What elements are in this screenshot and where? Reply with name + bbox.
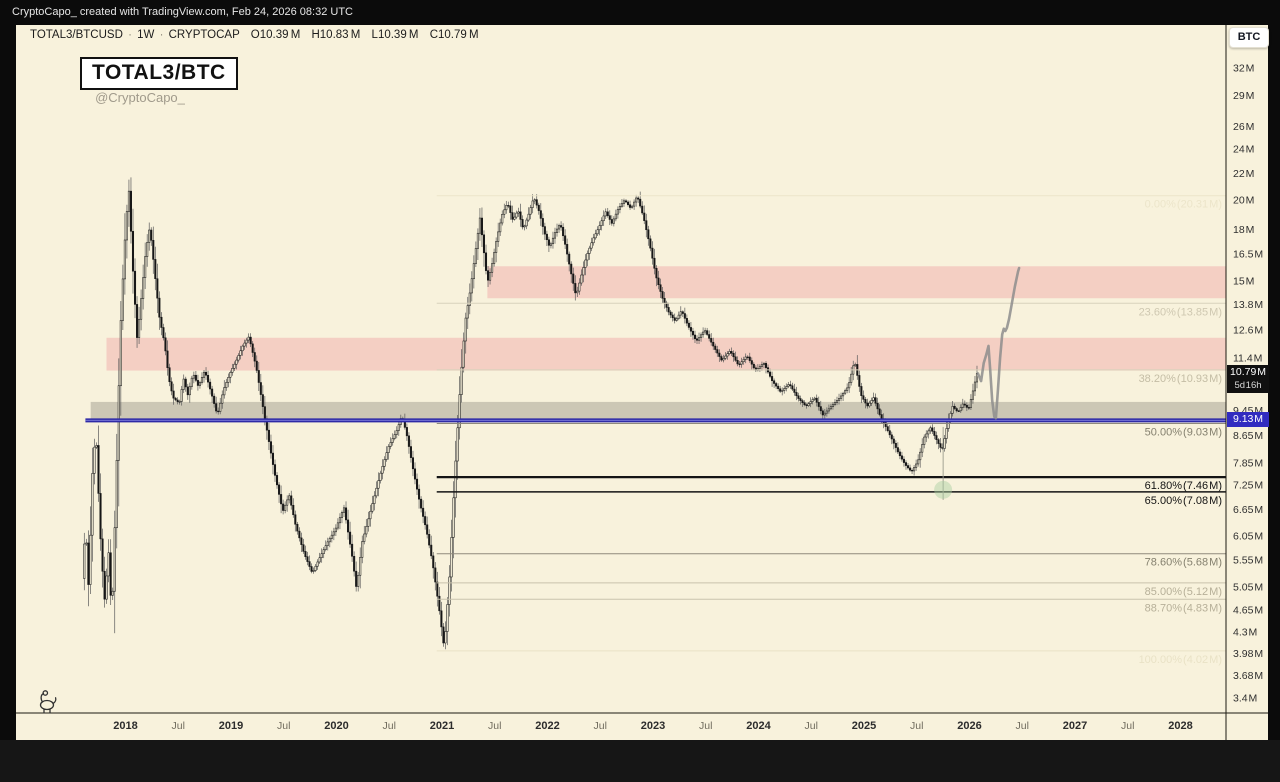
legend-separator: · [159, 29, 164, 41]
price-tick-label: 15 M [1233, 275, 1254, 287]
year-tick-label: 2018 [113, 720, 137, 732]
last-price-label: 10.79 M 5d 16h [1227, 365, 1269, 394]
price-tick-label: 6.65 M [1233, 504, 1263, 516]
jul-tick-label: Jul [805, 720, 818, 732]
price-tick-label: 3.98 M [1233, 648, 1263, 660]
price-tick-label: 4.3 M [1233, 626, 1257, 638]
jul-tick-label: Jul [699, 720, 712, 732]
price-tick-label: 29 M [1233, 90, 1254, 102]
year-tick-label: 2020 [324, 720, 348, 732]
jul-tick-label: Jul [383, 720, 396, 732]
jul-tick-label: Jul [1016, 720, 1029, 732]
jul-tick-label: Jul [172, 720, 185, 732]
price-tick-label: 4.65 M [1233, 604, 1263, 616]
chart-title-annotation: TOTAL3/BTC [80, 57, 238, 90]
price-tick-label: 12.6 M [1233, 324, 1263, 336]
year-tick-label: 2028 [1168, 720, 1192, 732]
price-tick-label: 24 M [1233, 143, 1254, 155]
fib-level-label: 23.60% (13.85 M) [1139, 306, 1222, 318]
ohlc-high: H10.83 M [311, 29, 361, 41]
resistance-zone-mid [106, 337, 1226, 371]
projection-path[interactable] [976, 266, 1021, 420]
resistance-zone-upper [487, 266, 1226, 299]
dino-doodle-icon [39, 690, 57, 714]
support-zone-gray [90, 401, 1226, 421]
fib-level-label: 38.20% (10.93 M) [1139, 373, 1222, 385]
price-tick-label: 7.85 M [1233, 457, 1263, 469]
jul-tick-label: Jul [1121, 720, 1134, 732]
jul-tick-label: Jul [910, 720, 923, 732]
price-tick-label: 32 M [1233, 62, 1254, 74]
year-tick-label: 2022 [535, 720, 559, 732]
chart-panel[interactable]: 0.00% (20.31 M) 23.60% (13.85 M) 38.20% (1… [16, 25, 1268, 740]
ohlc-low: L10.39 M [371, 29, 419, 41]
year-tick-label: 2019 [219, 720, 243, 732]
symbol-name[interactable]: TOTAL3/BTCUSD [30, 29, 123, 41]
price-tick-label: 22 M [1233, 168, 1254, 180]
fib-level-label: 0.00% (20.31 M) [1145, 199, 1222, 211]
exchange-label: CRYPTOCAP [168, 29, 240, 41]
symbol-legend[interactable]: TOTAL3/BTCUSD · 1W · CRYPTOCAP O10.39 M … [30, 29, 479, 41]
price-tick-label: 18 M [1233, 224, 1254, 236]
chart-canvas[interactable]: 0.00% (20.31 M) 23.60% (13.85 M) 38.20% (1… [16, 25, 1268, 740]
price-tick-label: 5.05 M [1233, 581, 1263, 593]
snapshot-title-text: CryptoCapo_ created with TradingView.com… [12, 6, 353, 18]
price-tick-label: 26 M [1233, 121, 1254, 133]
fib-level-label: 85.00% (5.12 M) [1145, 586, 1222, 598]
jul-tick-label: Jul [277, 720, 290, 732]
price-tick-label: 7.25 M [1233, 480, 1263, 492]
year-tick-label: 2024 [746, 720, 771, 732]
fib-level-label: 65.00% (7.08 M) [1145, 495, 1222, 507]
bar-countdown: 5d 16h [1234, 380, 1262, 392]
year-tick-label: 2027 [1063, 720, 1087, 732]
footer-bar: TradingView [0, 740, 1280, 782]
ohlc-close: C10.79 M [429, 29, 479, 41]
price-tick-label: 3.4 M [1233, 692, 1257, 704]
author-handle: @CryptoCapo_ [95, 90, 185, 105]
fib-level-label: 88.70% (4.83 M) [1145, 602, 1222, 614]
price-tick-label: 8.65 M [1233, 430, 1263, 442]
price-tick-label: 13.8 M [1233, 299, 1263, 311]
price-tick-label: 3.68 M [1233, 670, 1263, 682]
price-tick-label: 11.4 M [1233, 352, 1262, 364]
ohlc-open: O10.39 M [250, 29, 301, 41]
price-tick-label: 6.05 M [1233, 531, 1263, 543]
jul-tick-label: Jul [488, 720, 501, 732]
legend-separator: · [128, 29, 132, 41]
year-tick-label: 2025 [852, 720, 876, 732]
price-tick-label: 5.55 M [1233, 555, 1263, 567]
fib-level-label: 100.00% (4.02 M) [1139, 654, 1222, 666]
ray-price-label: 9.13 M [1227, 412, 1269, 428]
time-axis[interactable]: 2018 Jul 2019 Jul 2020 Jul 2021 Jul 2022 Jul 2023 J… [113, 720, 1192, 732]
price-tick-label: 20 M [1233, 195, 1254, 207]
marker-circle[interactable] [934, 480, 953, 499]
last-price-value: 10.79 M [1230, 366, 1266, 379]
price-scale-currency-button[interactable]: BTC [1229, 27, 1269, 48]
jul-tick-label: Jul [594, 720, 607, 732]
interval-label[interactable]: 1W [137, 29, 155, 41]
fib-level-label: 78.60% (5.68 M) [1145, 557, 1222, 569]
candlestick-series [83, 177, 979, 650]
fib-level-label: 61.80% (7.46 M) [1145, 480, 1222, 492]
snapshot-titlebar: CryptoCapo_ created with TradingView.com… [0, 0, 1280, 25]
price-axis[interactable]: 32 M 29 M 26 M 24 M 22 M 20 M 18 M 16.5 M 15 M 13… [1233, 62, 1263, 704]
year-tick-label: 2023 [641, 720, 665, 732]
year-tick-label: 2026 [957, 720, 981, 732]
year-tick-label: 2021 [430, 720, 454, 732]
price-tick-label: 16.5 M [1233, 249, 1263, 261]
fib-level-label: 50.00% (9.03 M) [1145, 426, 1222, 438]
